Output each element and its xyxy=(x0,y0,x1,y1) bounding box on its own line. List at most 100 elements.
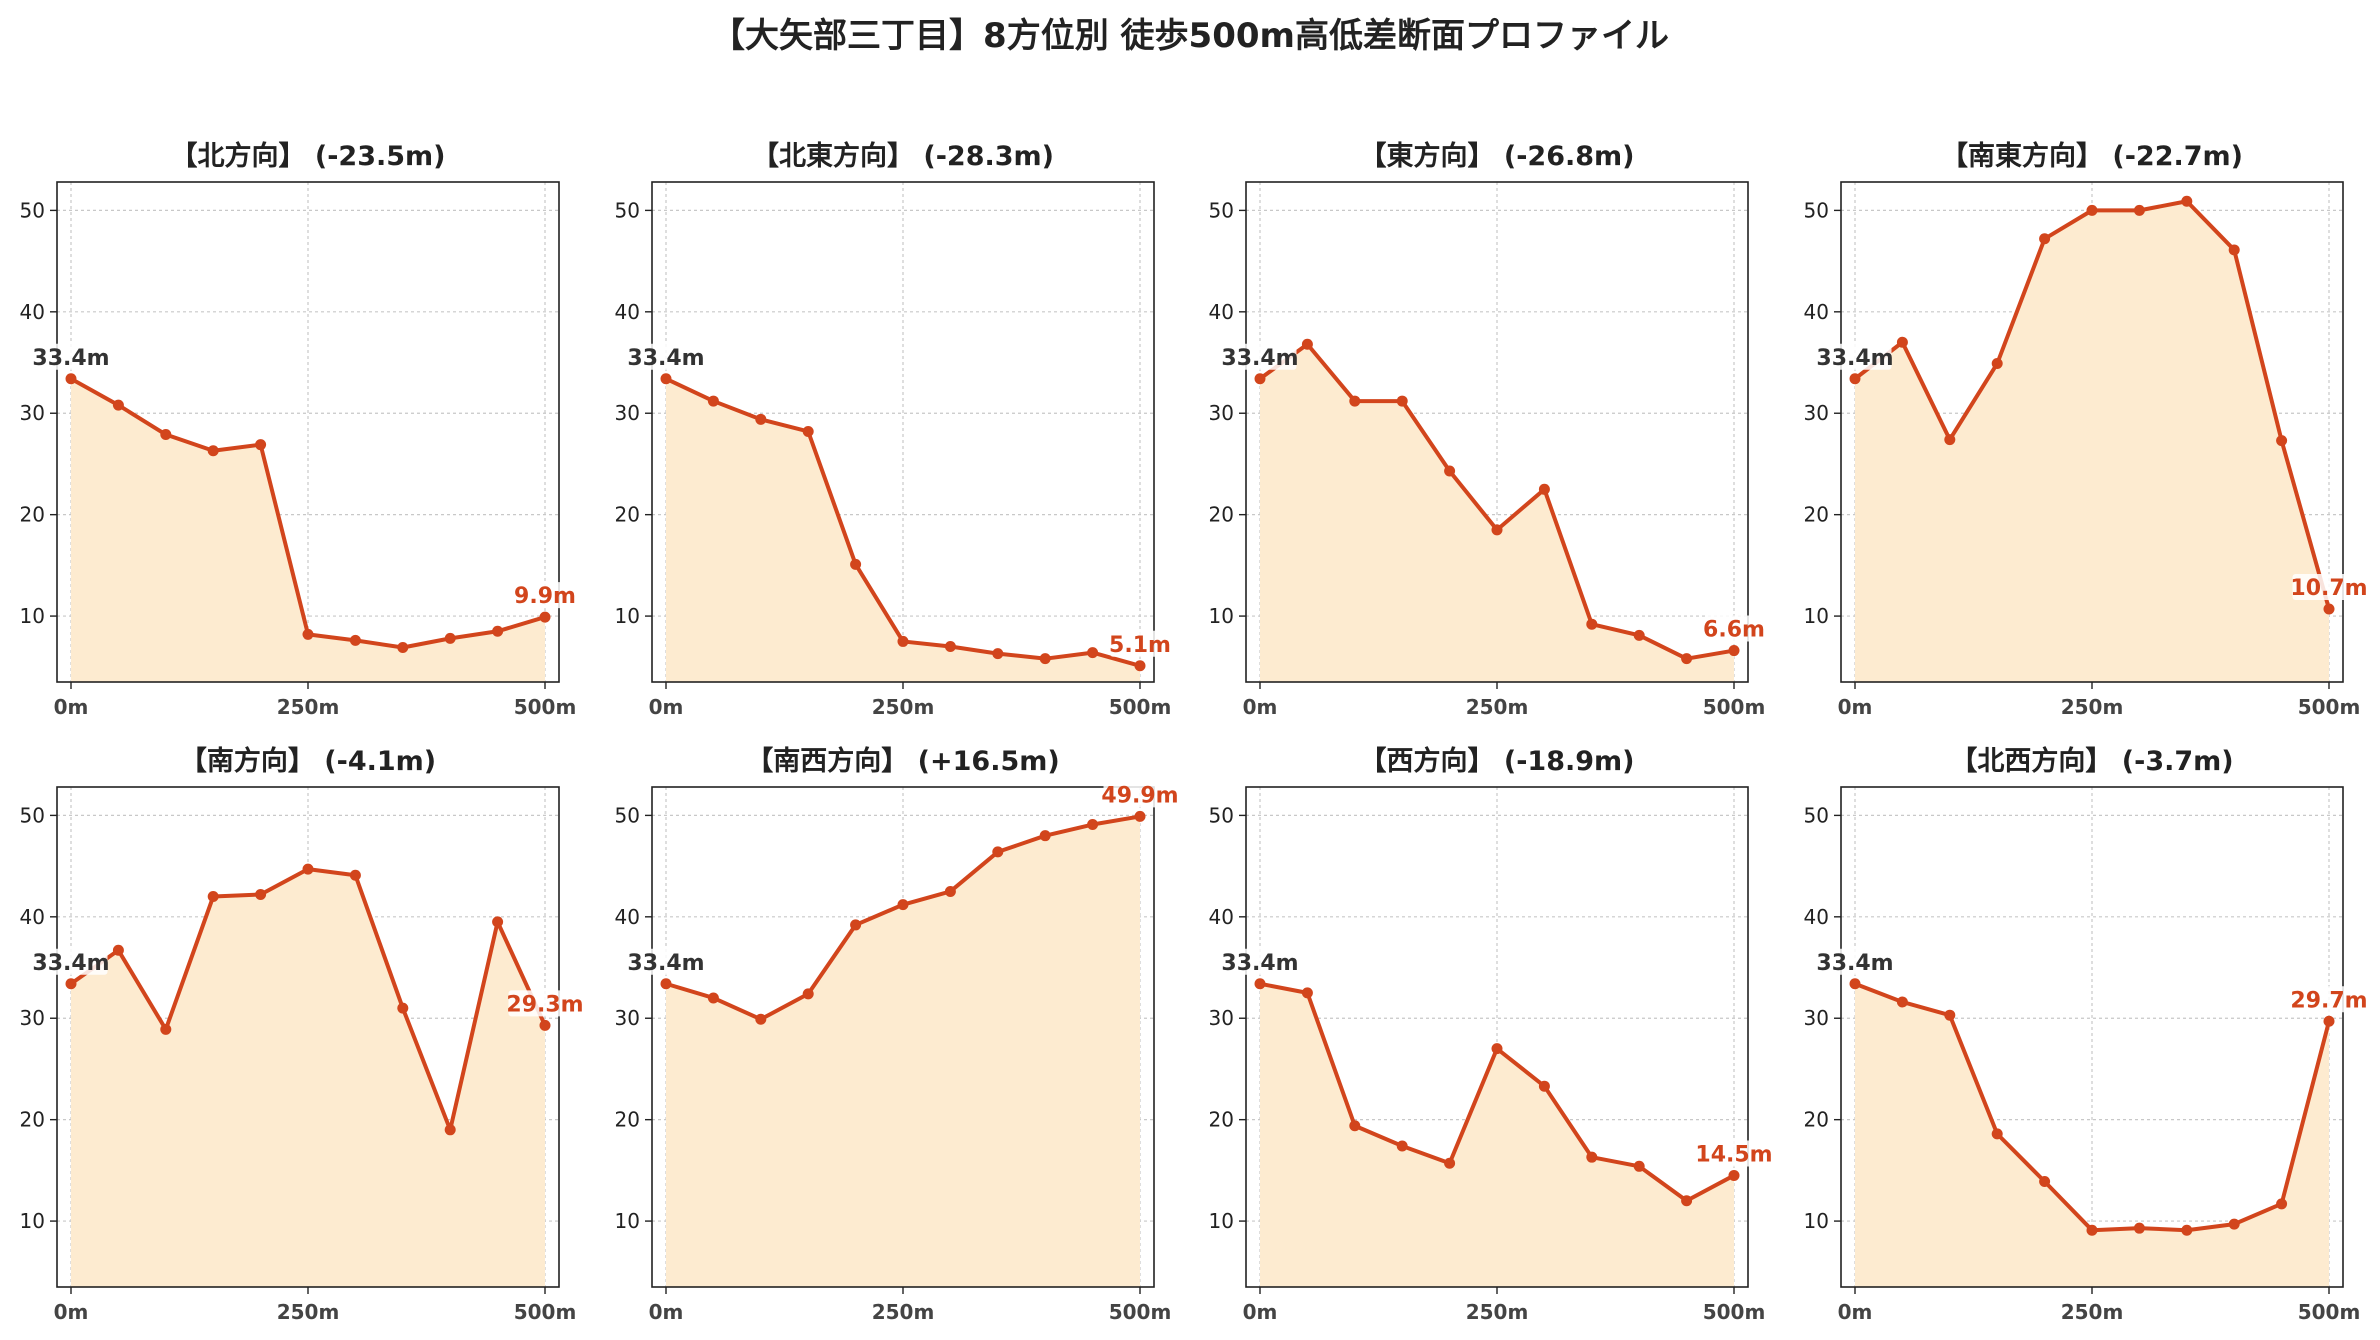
data-point xyxy=(1349,395,1361,407)
data-point xyxy=(1728,1169,1740,1181)
data-point xyxy=(1396,395,1408,407)
y-tick-label: 50 xyxy=(1209,198,1234,222)
data-point xyxy=(1633,629,1645,641)
y-tick-label: 10 xyxy=(615,604,640,628)
x-tick-label: 0m xyxy=(54,695,89,719)
data-point xyxy=(660,978,672,990)
data-point xyxy=(1301,987,1313,999)
end-elevation-label-bg xyxy=(1103,781,1177,808)
end-elevation-label: 49.9m xyxy=(1101,783,1178,808)
start-elevation-label: 33.4m xyxy=(32,951,109,976)
data-point xyxy=(2181,1224,2193,1236)
data-point xyxy=(802,988,814,1000)
y-tick-label: 40 xyxy=(20,905,45,929)
data-point xyxy=(1444,465,1456,477)
y-tick-label: 50 xyxy=(1804,803,1829,827)
start-elevation-label-bg xyxy=(34,343,108,370)
data-point xyxy=(2133,204,2145,216)
panel-title: 【南西方向】 (+16.5m) xyxy=(746,745,1059,777)
data-point xyxy=(65,373,77,385)
profile-area xyxy=(1855,201,2329,682)
data-point xyxy=(1586,618,1598,630)
data-point xyxy=(850,919,862,931)
data-point xyxy=(160,429,172,441)
profile-area xyxy=(666,378,1140,682)
panel-title: 【南東方向】 (-22.7m) xyxy=(1941,140,2243,172)
data-point xyxy=(1896,336,1908,348)
y-tick-label: 50 xyxy=(615,803,640,827)
data-point xyxy=(2228,1218,2240,1230)
start-elevation-label-bg xyxy=(629,948,703,975)
y-tick-label: 20 xyxy=(615,1108,640,1132)
data-point xyxy=(1586,1151,1598,1163)
start-elevation-label: 33.4m xyxy=(1816,951,1893,976)
data-point xyxy=(302,863,314,875)
figure-title: 【大矢部三丁目】8方位別 徒歩500m高低差断面プロファイル xyxy=(711,16,1669,56)
data-point xyxy=(1349,1120,1361,1132)
data-point xyxy=(1991,1128,2003,1140)
x-tick-label: 500m xyxy=(1703,1300,1766,1324)
y-tick-label: 30 xyxy=(615,401,640,425)
x-tick-label: 500m xyxy=(2298,695,2361,719)
data-point xyxy=(2323,1015,2335,1027)
y-tick-label: 10 xyxy=(1804,1209,1829,1233)
y-tick-label: 40 xyxy=(615,905,640,929)
start-elevation-label: 33.4m xyxy=(627,346,704,371)
x-tick-label: 250m xyxy=(1466,695,1529,719)
data-point xyxy=(349,869,361,881)
data-point xyxy=(160,1023,172,1035)
end-elevation-label: 29.7m xyxy=(2290,988,2367,1013)
y-tick-label: 10 xyxy=(20,604,45,628)
data-point xyxy=(397,642,409,654)
data-point xyxy=(2323,603,2335,615)
start-elevation-label-bg xyxy=(34,948,108,975)
data-point xyxy=(1991,358,2003,370)
y-tick-label: 20 xyxy=(1804,503,1829,527)
y-tick-label: 30 xyxy=(20,1006,45,1030)
data-point xyxy=(992,648,1004,660)
end-elevation-label-bg xyxy=(1110,630,1170,657)
y-tick-label: 20 xyxy=(20,503,45,527)
data-point xyxy=(2086,204,2098,216)
data-point xyxy=(302,628,314,640)
x-tick-label: 0m xyxy=(1243,1300,1278,1324)
x-tick-label: 250m xyxy=(872,1300,935,1324)
data-point xyxy=(492,916,504,928)
panel-title: 【西方向】 (-18.9m) xyxy=(1359,745,1634,777)
y-tick-label: 40 xyxy=(615,300,640,324)
data-point xyxy=(112,944,124,956)
y-tick-label: 20 xyxy=(1804,1108,1829,1132)
y-tick-label: 20 xyxy=(1209,1108,1234,1132)
start-elevation-label: 33.4m xyxy=(1221,951,1298,976)
data-point xyxy=(897,635,909,647)
y-tick-label: 20 xyxy=(20,1108,45,1132)
profile-area xyxy=(666,816,1140,1287)
data-point xyxy=(1944,1009,1956,1021)
data-point xyxy=(850,558,862,570)
data-point xyxy=(2086,1224,2098,1236)
data-point xyxy=(112,399,124,411)
data-point xyxy=(1254,978,1266,990)
y-tick-label: 50 xyxy=(1804,198,1829,222)
data-point xyxy=(2276,435,2288,447)
y-tick-label: 40 xyxy=(1209,905,1234,929)
data-point xyxy=(539,1019,551,1031)
data-point xyxy=(444,1124,456,1136)
data-point xyxy=(2181,195,2193,207)
data-point xyxy=(1944,434,1956,446)
data-point xyxy=(1728,645,1740,657)
x-tick-label: 500m xyxy=(514,695,577,719)
y-tick-label: 20 xyxy=(1209,503,1234,527)
end-elevation-label-bg xyxy=(1697,1140,1771,1167)
panel-title: 【東方向】 (-26.8m) xyxy=(1359,140,1634,172)
data-point xyxy=(444,632,456,644)
data-point xyxy=(255,439,267,451)
start-elevation-label: 33.4m xyxy=(1816,346,1893,371)
start-elevation-label-bg xyxy=(1223,948,1297,975)
y-tick-label: 40 xyxy=(1804,905,1829,929)
y-tick-label: 10 xyxy=(615,1209,640,1233)
